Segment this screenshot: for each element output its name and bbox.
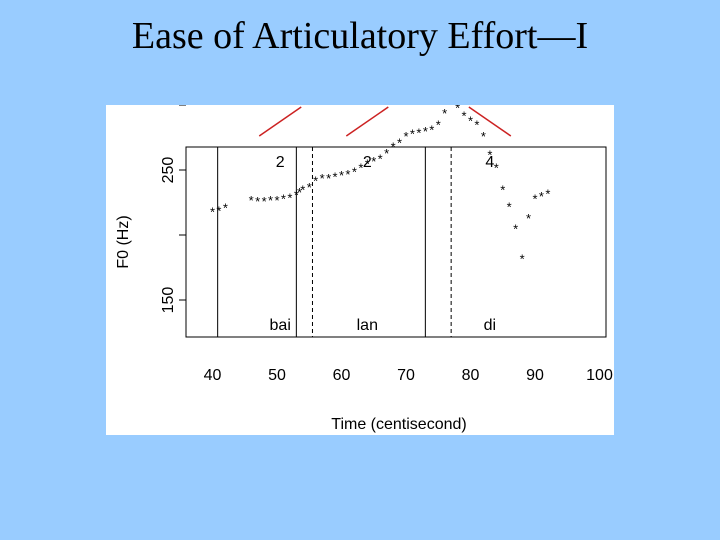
data-point: * <box>345 167 350 182</box>
data-point: * <box>526 211 531 226</box>
data-point: * <box>352 164 357 179</box>
tone-number: 4 <box>485 154 494 171</box>
y-axis: 150250350 <box>160 105 186 313</box>
data-point: * <box>358 160 363 175</box>
data-point: * <box>436 118 441 133</box>
data-point: * <box>403 129 408 144</box>
x-axis-label: Time (centisecond) <box>331 416 466 433</box>
data-point: * <box>500 183 505 198</box>
data-point: * <box>216 203 221 218</box>
data-point: * <box>532 192 537 207</box>
tone-stroke <box>258 106 302 137</box>
x-tick-label: 80 <box>462 367 480 384</box>
data-point: * <box>210 205 215 220</box>
data-point: * <box>513 222 518 237</box>
slide-title: Ease of Articulatory Effort—I <box>131 15 589 57</box>
tone-number: 2 <box>363 154 372 171</box>
x-tick-label: 100 <box>586 367 613 384</box>
data-point: * <box>320 171 325 186</box>
data-point: * <box>494 160 499 175</box>
y-tick-label: 250 <box>160 157 177 184</box>
tone-stroke <box>345 106 389 137</box>
plot-frame <box>185 146 607 338</box>
data-point: * <box>313 173 318 188</box>
data-point: * <box>249 193 254 208</box>
data-point: * <box>333 170 338 185</box>
data-point: * <box>481 129 486 144</box>
data-point: * <box>487 147 492 162</box>
syllable-label: bai <box>270 317 291 334</box>
data-point: * <box>384 146 389 161</box>
x-axis: 40 50 60 70 80 90 100 <box>204 367 613 384</box>
data-point: * <box>223 201 228 216</box>
data-point: * <box>378 151 383 166</box>
data-point: * <box>474 118 479 133</box>
data-point: * <box>300 183 305 198</box>
data-point: * <box>268 193 273 208</box>
data-point: * <box>410 127 415 142</box>
x-tick-label: 50 <box>268 367 286 384</box>
syllable-label: lan <box>357 317 378 334</box>
data-point: * <box>255 194 260 209</box>
data-point: * <box>297 185 302 200</box>
data-point: * <box>326 171 331 186</box>
tone-stroke <box>468 106 512 137</box>
tone-number: 2 <box>276 154 285 171</box>
data-point: * <box>262 194 267 209</box>
data-point: * <box>539 189 544 204</box>
x-tick-label: 90 <box>526 367 544 384</box>
data-point: * <box>416 125 421 140</box>
data-point: * <box>442 106 447 121</box>
y-axis-label: F0 (Hz) <box>115 215 132 268</box>
data-point: * <box>520 251 525 266</box>
data-point: * <box>365 157 370 172</box>
x-tick-label: 40 <box>204 367 222 384</box>
data-point: * <box>423 124 428 139</box>
data-point: * <box>281 192 286 207</box>
data-point: * <box>391 140 396 155</box>
data-points: * * ** * * * * * * *** * * * * * * * * * * * * * * * * * * * * ** ** * **… <box>210 105 550 266</box>
data-point: * <box>371 154 376 169</box>
syllable-label: di <box>484 317 496 334</box>
data-point: * <box>294 188 299 203</box>
data-point: * <box>274 193 279 208</box>
syllable-labels: 2 bai 2 lan 4 di <box>270 154 497 334</box>
data-point: * <box>429 123 434 138</box>
x-tick-label: 70 <box>397 367 415 384</box>
data-point: * <box>468 114 473 129</box>
data-point: * <box>287 190 292 205</box>
data-point: * <box>455 105 460 116</box>
tone-strokes <box>258 106 512 137</box>
data-point: * <box>339 168 344 183</box>
plot-panel: 2 bai 2 lan 4 di * * * * * * * * * * * * * * * * * * * * * * * * * * * *… <box>106 105 614 435</box>
data-point: * <box>397 136 402 151</box>
data-point: * <box>507 199 512 214</box>
data-point: * <box>462 108 467 123</box>
segment-boundaries <box>217 147 452 337</box>
data-point: * <box>545 186 550 201</box>
data-point: * <box>307 180 312 195</box>
y-tick-label: 150 <box>160 287 177 314</box>
x-tick-label: 60 <box>333 367 351 384</box>
